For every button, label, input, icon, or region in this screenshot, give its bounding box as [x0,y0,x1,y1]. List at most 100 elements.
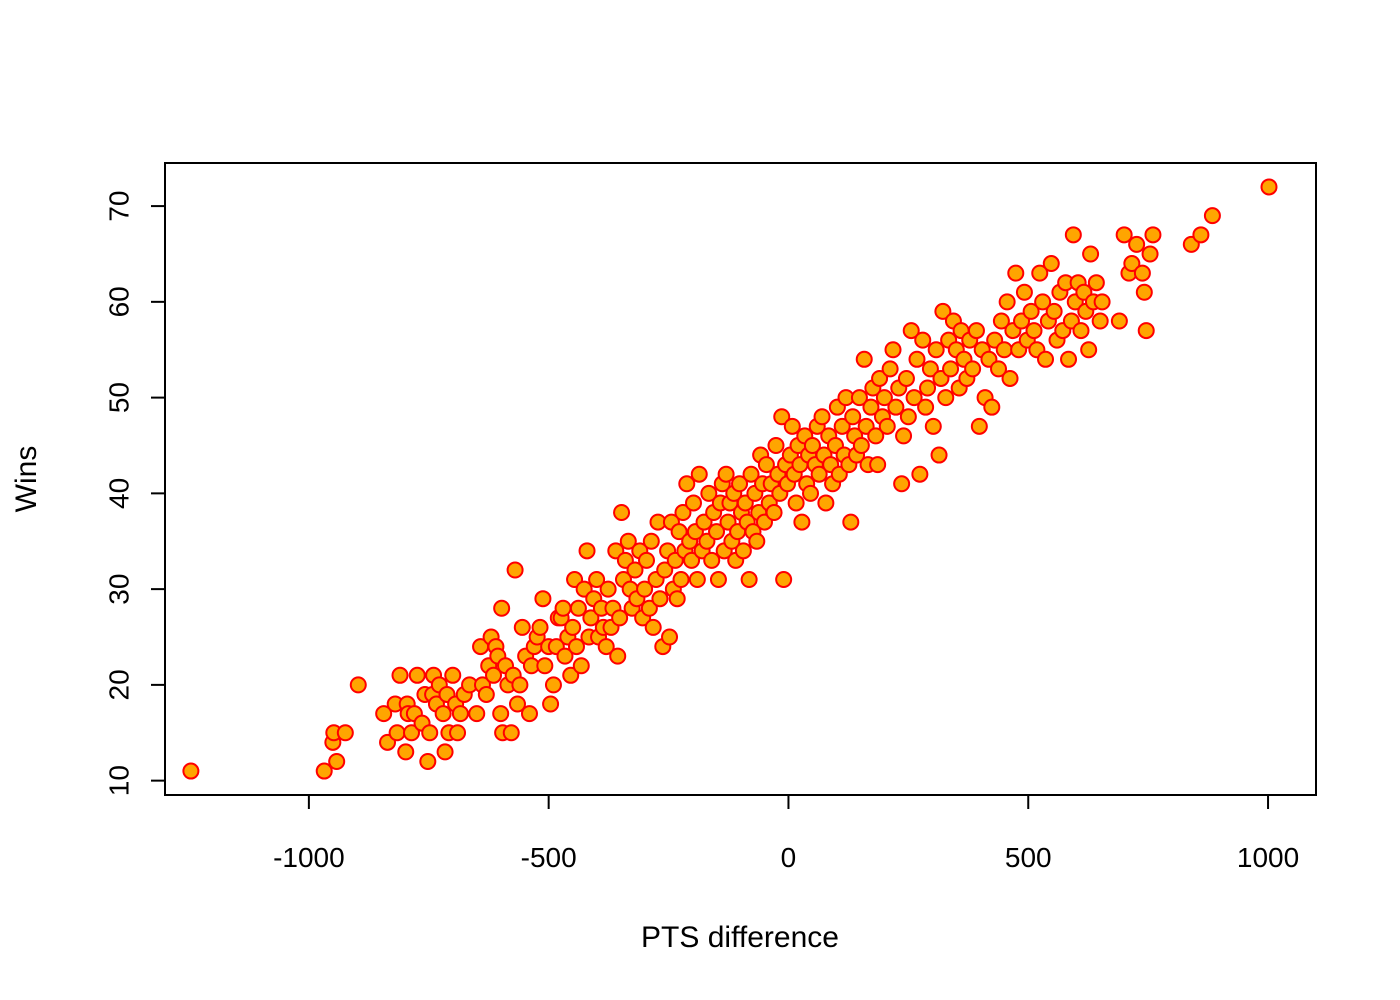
data-point [434,705,452,723]
data-point [844,408,862,426]
data-point [998,293,1016,311]
data-point [678,475,696,493]
data-point [983,398,1001,416]
data-point [1037,350,1055,368]
data-point [1034,293,1052,311]
x-tick-label: -1000 [273,842,345,873]
data-point [893,475,911,493]
data-point [597,638,615,656]
data-point [554,599,572,617]
data-point [852,436,870,454]
data-point [328,752,346,770]
data-point [661,628,679,646]
data-point [619,532,637,550]
data-point [1141,245,1159,263]
data-point [1133,264,1151,282]
data-point [436,743,454,761]
data-point [813,408,831,426]
data-point [562,666,580,684]
data-point [897,369,915,387]
data-point [1064,226,1082,244]
data-point [875,389,893,407]
data-point [919,379,937,397]
data-point [638,551,656,569]
data-point [656,561,674,579]
data-point [408,666,426,684]
x-axis-title: PTS difference [641,921,839,954]
data-point [850,389,868,407]
data-point [740,571,758,589]
data-point [1015,283,1033,301]
data-point [927,341,945,359]
data-point [1042,255,1060,273]
data-point [640,599,658,617]
data-point [1110,312,1128,330]
data-point [899,408,917,426]
data-point [708,523,726,541]
y-axis-title: Wins [10,446,43,513]
data-point [668,590,686,608]
data-point [536,657,554,675]
data-point [582,609,600,627]
y-tick-label: 70 [104,191,135,222]
data-point [1082,245,1100,263]
data-point [862,398,880,416]
data-point [964,360,982,378]
data-point [1060,350,1078,368]
data-point [569,599,587,617]
data-point [855,350,873,368]
data-point [700,484,718,502]
data-point [765,504,783,522]
data-point [670,523,688,541]
data-point [869,456,887,474]
data-point [556,647,574,665]
data-point [506,561,524,579]
data-point [502,724,520,742]
data-point [917,398,935,416]
data-point [1115,226,1133,244]
data-point [1192,226,1210,244]
data-point [1260,178,1278,196]
data-point [1144,226,1162,244]
data-point [531,618,549,636]
data-point [674,504,692,522]
data-point [934,302,952,320]
data-point [867,427,885,445]
data-point [685,494,703,512]
data-point [544,676,562,694]
data-point [709,571,727,589]
data-point [731,475,749,493]
data-point [421,724,439,742]
data-point [967,322,985,340]
y-tick-label: 40 [104,478,135,509]
data-point [672,571,690,589]
data-point [908,350,926,368]
data-point [564,618,582,636]
data-point [817,494,835,512]
data-point [609,647,627,665]
data-point [1093,293,1111,311]
data-point [775,571,793,589]
data-point [748,532,766,550]
data-point [734,542,752,560]
data-point [642,532,660,550]
data-point [513,618,531,636]
data-point [842,513,860,531]
data-point [683,551,701,569]
data-point [588,571,606,589]
data-point [375,705,393,723]
data-point [1087,274,1105,292]
data-point [1137,322,1155,340]
data-point [905,389,923,407]
data-point [391,666,409,684]
data-point [773,408,791,426]
data-point [942,360,960,378]
data-point [1091,312,1109,330]
data-point [349,676,367,694]
y-tick-label: 10 [104,765,135,796]
data-point [995,341,1013,359]
data-point [182,762,200,780]
data-point [315,762,333,780]
data-point [717,465,735,483]
data-point [902,322,920,340]
